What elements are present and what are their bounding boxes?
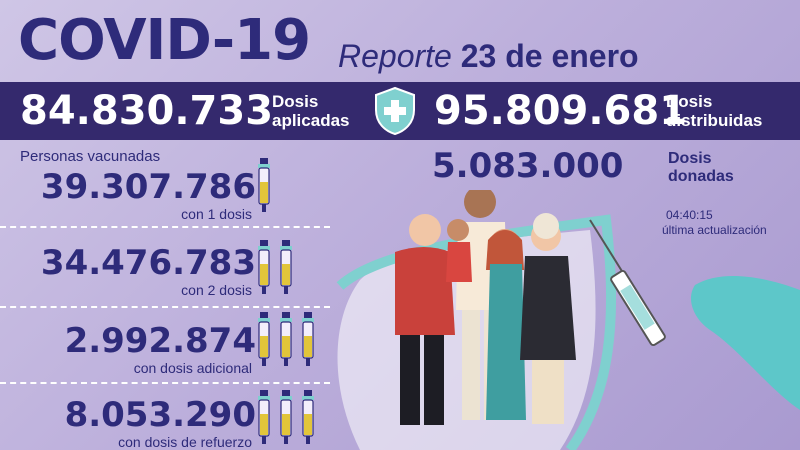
page-title: COVID-19 <box>18 8 311 73</box>
divider <box>0 382 330 384</box>
elderly-woman-figure <box>520 213 576 424</box>
vials-group-3 <box>256 312 316 366</box>
stat-label: con dosis de refuerzo <box>118 434 252 450</box>
vaccine-vial-icon <box>258 158 270 212</box>
vaccine-vial-icon <box>302 390 314 444</box>
shield-plus-icon <box>375 86 415 136</box>
divider <box>0 226 330 228</box>
vaccine-vial-icon <box>258 390 270 444</box>
syringe-icon <box>589 219 666 347</box>
woman-figure <box>486 229 526 420</box>
update-time: 04:40:15 <box>666 208 713 222</box>
vaccine-vial-icon <box>302 312 314 366</box>
distributed-label-line1: Dosis <box>666 92 713 111</box>
applied-label-line2: aplicadas <box>272 111 350 130</box>
vaccine-vial-icon <box>280 390 292 444</box>
donated-doses-label: Dosis donadas <box>668 150 734 186</box>
stat-one-dose: 39.307.786 con 1 dosis <box>26 168 256 222</box>
shield-outline <box>336 214 617 450</box>
elderly-man-figure <box>395 214 455 425</box>
stat-label: con 2 dosis <box>181 282 252 298</box>
last-update: 04:40:15 última actualización <box>662 208 767 238</box>
stat-label: con 1 dosis <box>181 206 252 222</box>
distributed-doses-value: 95.809.681 <box>434 88 688 134</box>
vials-group-4 <box>256 390 316 444</box>
applied-doses-label: Dosis aplicadas <box>272 92 350 130</box>
vaccine-vial-icon <box>280 312 292 366</box>
vaccine-vial-icon <box>258 312 270 366</box>
stat-booster-dose: 8.053.290 con dosis de refuerzo <box>26 396 256 450</box>
distributed-label-line2: distribuidas <box>666 111 763 130</box>
stat-additional-dose: 2.992.874 con dosis adicional <box>26 322 256 376</box>
applied-doses-value: 84.830.733 <box>20 88 274 134</box>
donated-doses-value: 5.083.000 <box>432 146 624 186</box>
vaccine-vial-icon <box>258 240 270 294</box>
report-date: 23 de enero <box>460 38 639 74</box>
stat-value: 34.476.783 <box>40 243 256 283</box>
report-word: Reporte <box>338 38 452 74</box>
stat-value: 2.992.874 <box>64 321 256 361</box>
donated-label-line2: donadas <box>668 168 734 185</box>
family-vaccination-illustration <box>336 190 800 450</box>
vaccine-vial-icon <box>280 240 292 294</box>
applied-label-line1: Dosis <box>272 92 319 111</box>
summary-band: 84.830.733 Dosis aplicadas 95.809.681 Do… <box>0 82 800 140</box>
update-label: última actualización <box>662 223 767 237</box>
vials-group-1 <box>256 158 272 212</box>
stat-value: 39.307.786 <box>40 167 256 207</box>
vaccinated-people-title: Personas vacunadas <box>20 148 161 165</box>
stat-two-doses: 34.476.783 con 2 dosis <box>26 244 256 298</box>
vials-group-2 <box>256 240 294 294</box>
gloved-hand <box>690 275 800 410</box>
donated-label-line1: Dosis <box>668 150 712 167</box>
distributed-doses-label: Dosis distribuidas <box>666 92 762 130</box>
divider <box>0 306 330 308</box>
stat-label: con dosis adicional <box>133 360 252 376</box>
report-heading: Reporte 23 de enero <box>338 36 639 76</box>
stat-value: 8.053.290 <box>64 395 256 435</box>
